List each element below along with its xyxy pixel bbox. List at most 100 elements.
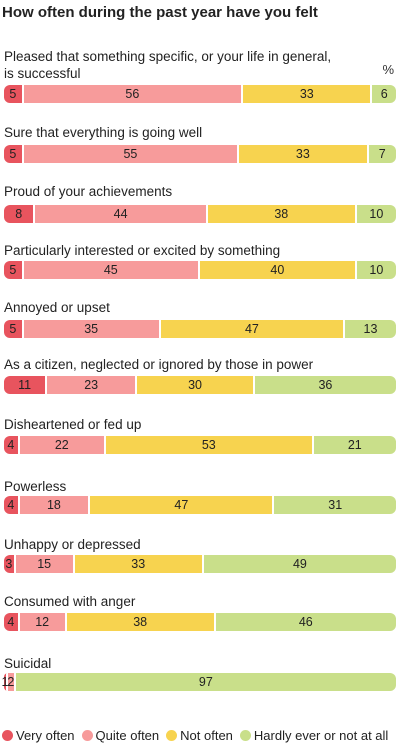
bar-segment: 49 bbox=[203, 555, 396, 573]
bar-segment: 8 bbox=[4, 205, 36, 223]
bar-segment: 40 bbox=[199, 261, 357, 279]
data-label: 22 bbox=[54, 438, 69, 452]
data-label: 6 bbox=[380, 87, 388, 101]
stacked-bar: 4 12 38 46 bbox=[4, 613, 396, 631]
data-label: 4 bbox=[7, 498, 15, 512]
category-label: Proud of your achievements bbox=[4, 184, 173, 199]
bar-segment: 55 bbox=[23, 145, 240, 163]
bar-segment: 31 bbox=[274, 496, 396, 514]
data-label: 53 bbox=[201, 438, 216, 452]
data-label: 55 bbox=[123, 147, 138, 161]
stacked-bar: 5 35 47 13 bbox=[4, 320, 396, 338]
chart-title: How often during the past year have you … bbox=[2, 4, 318, 21]
bar-segment: 11 bbox=[4, 376, 48, 394]
data-label: 3 bbox=[5, 557, 13, 571]
bar-segment: 23 bbox=[47, 376, 138, 394]
bar-segment: 4 bbox=[4, 613, 20, 631]
legend-swatch bbox=[239, 730, 251, 741]
bar-segment: 21 bbox=[313, 436, 396, 454]
bar-segment: 38 bbox=[207, 205, 357, 223]
category-label: Particularly interested or excited by so… bbox=[4, 243, 281, 258]
legend-item: Hardly ever or not at all bbox=[239, 728, 389, 743]
bar-segment: 2 bbox=[7, 673, 16, 691]
data-label: 10 bbox=[369, 207, 384, 221]
bar-segment: 22 bbox=[19, 436, 106, 454]
bar-segment: 53 bbox=[105, 436, 314, 454]
data-label: 2 bbox=[7, 675, 15, 689]
data-label: 23 bbox=[84, 378, 99, 392]
data-label: 4 bbox=[7, 615, 15, 629]
bar-segment: 56 bbox=[23, 85, 244, 103]
data-label: 31 bbox=[328, 498, 343, 512]
legend-item: Quite often bbox=[81, 728, 160, 743]
bar-segment: 10 bbox=[356, 205, 396, 223]
data-label: 12 bbox=[35, 615, 50, 629]
legend-label: Quite often bbox=[95, 728, 160, 743]
bar-segment: 33 bbox=[243, 85, 373, 103]
legend-swatch bbox=[81, 730, 93, 741]
data-label: 33 bbox=[299, 87, 314, 101]
stacked-bar: 4 22 53 21 bbox=[4, 436, 396, 454]
bar-segment: 97 bbox=[15, 673, 396, 691]
data-label: 21 bbox=[347, 438, 362, 452]
data-label: 5 bbox=[9, 263, 17, 277]
bar-segment: 30 bbox=[137, 376, 255, 394]
bar-segment: 5 bbox=[4, 85, 24, 103]
data-label: 56 bbox=[125, 87, 140, 101]
bar-segment: 38 bbox=[66, 613, 216, 631]
bar-segment: 5 bbox=[4, 145, 24, 163]
stacked-bar: 8 44 38 10 bbox=[4, 205, 396, 223]
legend: Very often Quite often Not often Hardly eve… bbox=[2, 728, 388, 743]
legend-label: Hardly ever or not at all bbox=[253, 728, 389, 743]
stacked-bar: 3 15 33 49 bbox=[4, 555, 396, 573]
data-label: 18 bbox=[46, 498, 61, 512]
category-label: Suicidal bbox=[4, 656, 52, 671]
data-label: 11 bbox=[18, 378, 32, 392]
bar-segment: 3 bbox=[4, 555, 16, 573]
data-label: 44 bbox=[113, 207, 128, 221]
legend-item: Very often bbox=[2, 728, 75, 743]
data-label: 5 bbox=[9, 87, 17, 101]
bar-segment: 35 bbox=[23, 320, 161, 338]
data-label: 5 bbox=[9, 322, 17, 336]
bar-segment: 44 bbox=[35, 205, 208, 223]
bar-segment: 33 bbox=[74, 555, 204, 573]
data-label: 38 bbox=[133, 615, 148, 629]
bar-segment: 18 bbox=[19, 496, 91, 514]
bar-segment: 12 bbox=[19, 613, 67, 631]
stacked-bar: 1 2 97 bbox=[1, 673, 396, 691]
data-label: 5 bbox=[9, 147, 17, 161]
legend-swatch bbox=[166, 730, 178, 741]
legend-label: Not often bbox=[180, 728, 233, 743]
bar-segment: 5 bbox=[4, 261, 24, 279]
bar-segment: 47 bbox=[90, 496, 275, 514]
bar-segment: 10 bbox=[356, 261, 396, 279]
data-label: 1 bbox=[1, 675, 9, 689]
data-label: 38 bbox=[274, 207, 289, 221]
stacked-bar: 5 45 40 10 bbox=[4, 261, 396, 279]
data-label: 97 bbox=[198, 675, 213, 689]
data-label: 47 bbox=[174, 498, 189, 512]
bar-segment: 36 bbox=[254, 376, 396, 394]
data-label: 8 bbox=[15, 207, 23, 221]
bar-segment: 15 bbox=[15, 555, 75, 573]
category-label: Disheartened or fed up bbox=[4, 417, 142, 432]
stacked-bar: 5 55 33 7 bbox=[4, 145, 396, 163]
data-label: 33 bbox=[295, 147, 310, 161]
bar-segment: 13 bbox=[345, 320, 396, 338]
bar-segment: 46 bbox=[215, 613, 396, 631]
data-label: 35 bbox=[84, 322, 99, 336]
data-label: 13 bbox=[363, 322, 378, 336]
bar-segment: 45 bbox=[23, 261, 200, 279]
data-label: 4 bbox=[7, 438, 15, 452]
bar-segment: 4 bbox=[4, 496, 20, 514]
bar-segment: 7 bbox=[368, 145, 396, 163]
bar-segment: 47 bbox=[160, 320, 346, 338]
legend-item: Not often bbox=[166, 728, 233, 743]
data-label: 30 bbox=[188, 378, 203, 392]
category-label: Sure that everything is going well bbox=[4, 125, 203, 140]
category-label: Annoyed or upset bbox=[4, 300, 110, 315]
category-label: Unhappy or depressed bbox=[4, 537, 141, 552]
data-label: 15 bbox=[37, 557, 52, 571]
data-label: 7 bbox=[378, 147, 386, 161]
